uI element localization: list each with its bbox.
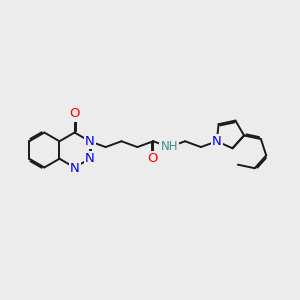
Text: O: O: [148, 152, 158, 166]
Text: N: N: [85, 152, 94, 165]
Text: N: N: [85, 135, 94, 148]
Text: NH: NH: [160, 140, 178, 153]
Text: O: O: [69, 107, 80, 121]
Text: N: N: [70, 161, 80, 175]
Text: N: N: [212, 135, 222, 148]
